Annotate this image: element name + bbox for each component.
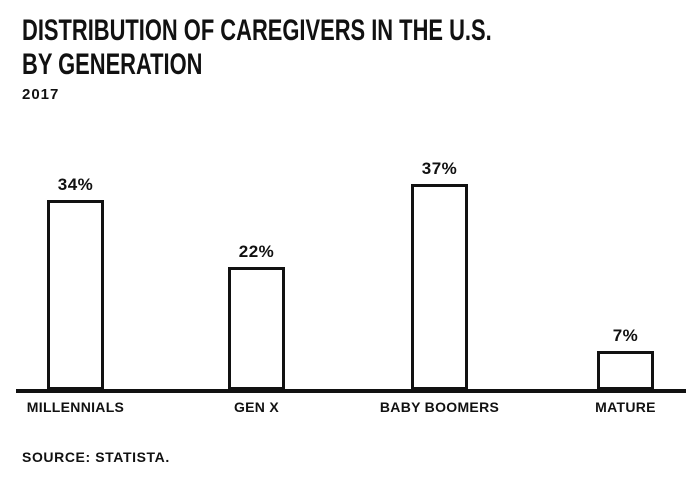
bar-category-label: BABY BOOMERS — [379, 399, 500, 415]
bar — [47, 200, 104, 390]
source-note: SOURCE: STATISTA. — [22, 449, 170, 465]
bar-category-label: GEN X — [233, 399, 280, 415]
bar-value-label: 22% — [238, 242, 275, 261]
bar-category-label: MILLENNIALS — [26, 399, 125, 415]
bar-category-label: MATURE — [595, 399, 656, 415]
chart-title-line-2: BY GENERATION — [22, 48, 203, 81]
bar-value-label: 34% — [57, 175, 94, 194]
bar — [597, 351, 654, 390]
x-axis-line — [16, 389, 686, 393]
chart-title: DISTRIBUTION OF CAREGIVERS IN THE U.S. B… — [22, 14, 492, 82]
bar-value-label: 7% — [612, 326, 639, 345]
bar — [228, 267, 285, 390]
chart-title-line-1: DISTRIBUTION OF CAREGIVERS IN THE U.S. — [22, 14, 492, 47]
bar — [411, 184, 468, 390]
bar-value-label: 37% — [421, 159, 458, 178]
chart-subtitle-year: 2017 — [22, 86, 60, 103]
